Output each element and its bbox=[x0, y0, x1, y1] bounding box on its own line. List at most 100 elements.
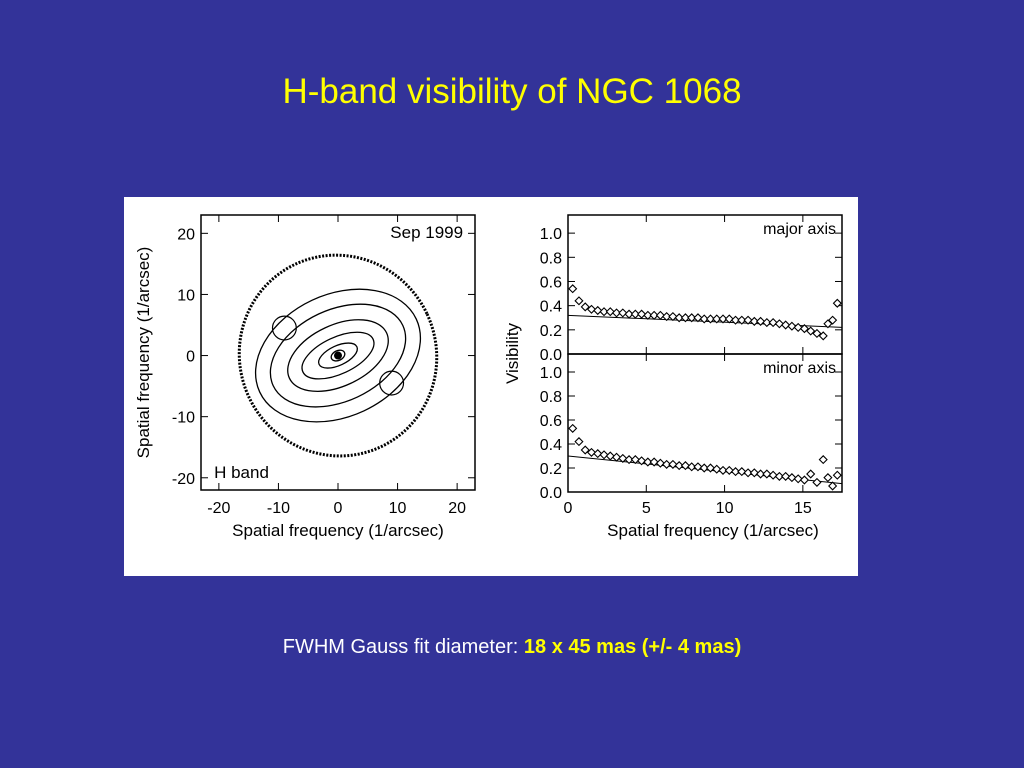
vis-point bbox=[793, 322, 803, 332]
vis-point bbox=[768, 317, 778, 328]
vis-ytick-label: 0.6 bbox=[540, 413, 562, 430]
vis-point bbox=[743, 315, 753, 325]
vis-point bbox=[624, 309, 634, 319]
vis-point bbox=[574, 296, 584, 306]
vis-point bbox=[655, 458, 665, 468]
vis-point bbox=[806, 469, 816, 479]
vis-point bbox=[749, 468, 759, 478]
contour-level-1 bbox=[254, 288, 422, 423]
vis-point bbox=[574, 437, 584, 447]
vis-panel-label-0: major axis bbox=[763, 221, 836, 238]
vis-point bbox=[699, 314, 709, 324]
vis-point bbox=[568, 284, 578, 294]
vis-point bbox=[823, 473, 833, 483]
vis-point bbox=[799, 475, 810, 485]
vis-point bbox=[624, 455, 634, 465]
vis-point bbox=[687, 313, 697, 323]
left-ytick-label: 0 bbox=[186, 349, 195, 366]
caption: FWHM Gauss fit diameter: 18 x 45 mas (+/… bbox=[0, 636, 1024, 659]
vis-panel-frame-1 bbox=[567, 353, 843, 493]
vis-point bbox=[705, 314, 716, 324]
vis-ytick-label: 0.4 bbox=[540, 437, 562, 454]
vis-point bbox=[762, 469, 772, 479]
caption-prefix: FWHM Gauss fit diameter: bbox=[282, 636, 524, 658]
vis-point bbox=[668, 311, 678, 322]
vis-point bbox=[568, 423, 578, 433]
vis-point bbox=[662, 311, 672, 322]
vis-point bbox=[705, 463, 716, 473]
vis-point bbox=[812, 328, 822, 339]
vis-point bbox=[793, 474, 803, 484]
vis-point bbox=[662, 459, 672, 469]
vis-ytick-label: 0.8 bbox=[540, 389, 562, 406]
contour-level-2 bbox=[269, 303, 407, 408]
contour-level-4 bbox=[301, 331, 375, 380]
vis-xtick-label: 0 bbox=[564, 500, 573, 517]
left-xtick-label: -10 bbox=[267, 500, 290, 517]
figure-panel: -20 -10 0 10 20 20 10 0 -10 -20 Sep 1999 H band Spat… bbox=[124, 197, 858, 576]
left-ytick-label: 20 bbox=[177, 226, 195, 243]
vis-point bbox=[680, 461, 691, 471]
vis-point bbox=[762, 317, 772, 328]
vis-xlabel: Spatial frequency (1/arcsec) bbox=[607, 521, 819, 540]
left-xlabel: Spatial frequency (1/arcsec) bbox=[232, 521, 444, 540]
vis-point bbox=[593, 305, 603, 316]
figure-svg: -20 -10 0 10 20 20 10 0 -10 -20 Sep 1999 H band Spat… bbox=[134, 214, 843, 540]
vis-point bbox=[649, 310, 659, 320]
vis-point bbox=[832, 298, 842, 308]
vis-point bbox=[618, 453, 628, 463]
vis-point bbox=[637, 309, 647, 319]
annotation-h-band: H band bbox=[214, 463, 269, 482]
vis-point bbox=[674, 461, 684, 471]
slide-title: H-band visibility of NGC 1068 bbox=[282, 72, 742, 111]
vis-point bbox=[818, 331, 828, 341]
vis-point bbox=[774, 319, 784, 329]
vis-point bbox=[724, 465, 734, 475]
vis-xtick-label: 15 bbox=[794, 500, 812, 517]
left-xtick-label: 20 bbox=[448, 500, 466, 517]
vis-point bbox=[586, 447, 597, 457]
vis-point bbox=[618, 308, 628, 318]
vis-point bbox=[649, 457, 659, 467]
vis-point bbox=[611, 308, 622, 318]
vis-ytick-label: 1.0 bbox=[540, 365, 562, 382]
vis-point bbox=[580, 445, 590, 455]
vis-point bbox=[599, 307, 609, 317]
vis-point bbox=[668, 459, 678, 469]
vis-point bbox=[580, 302, 590, 312]
contour-island bbox=[379, 370, 405, 396]
vis-ytick-label: 0.4 bbox=[540, 299, 562, 316]
left-ytick-label: -10 bbox=[172, 410, 195, 427]
vis-point bbox=[730, 315, 741, 325]
vis-point bbox=[787, 473, 797, 483]
annotation-sep-1999: Sep 1999 bbox=[390, 223, 463, 242]
vis-point bbox=[712, 314, 722, 324]
vis-point bbox=[828, 481, 838, 491]
vis-point bbox=[718, 314, 728, 324]
vis-point bbox=[737, 315, 747, 325]
vis-point bbox=[630, 309, 640, 319]
vis-ytick-label: 0.2 bbox=[540, 323, 562, 340]
contour-level-0 bbox=[237, 253, 439, 458]
contour-peak bbox=[334, 351, 342, 360]
vis-point bbox=[749, 316, 759, 326]
vis-point bbox=[637, 456, 647, 466]
vis-point bbox=[693, 462, 703, 472]
vis-point bbox=[712, 464, 722, 474]
vis-point bbox=[718, 465, 728, 475]
vis-point bbox=[611, 452, 622, 462]
vis-point bbox=[806, 326, 816, 336]
vis-point bbox=[832, 470, 842, 480]
vis-point bbox=[599, 450, 609, 460]
vis-point bbox=[674, 313, 684, 323]
left-ytick-label: 10 bbox=[177, 287, 195, 304]
vis-panel-label-1: minor axis bbox=[763, 360, 836, 377]
contour-level-3 bbox=[287, 319, 389, 392]
vis-ytick-label: 0.2 bbox=[540, 461, 562, 478]
vis-point bbox=[781, 471, 791, 481]
left-xtick-label: 10 bbox=[389, 500, 407, 517]
vis-point bbox=[643, 457, 653, 467]
vis-point bbox=[818, 455, 828, 465]
left-xtick-label: -20 bbox=[207, 500, 230, 517]
vis-point bbox=[655, 310, 665, 320]
